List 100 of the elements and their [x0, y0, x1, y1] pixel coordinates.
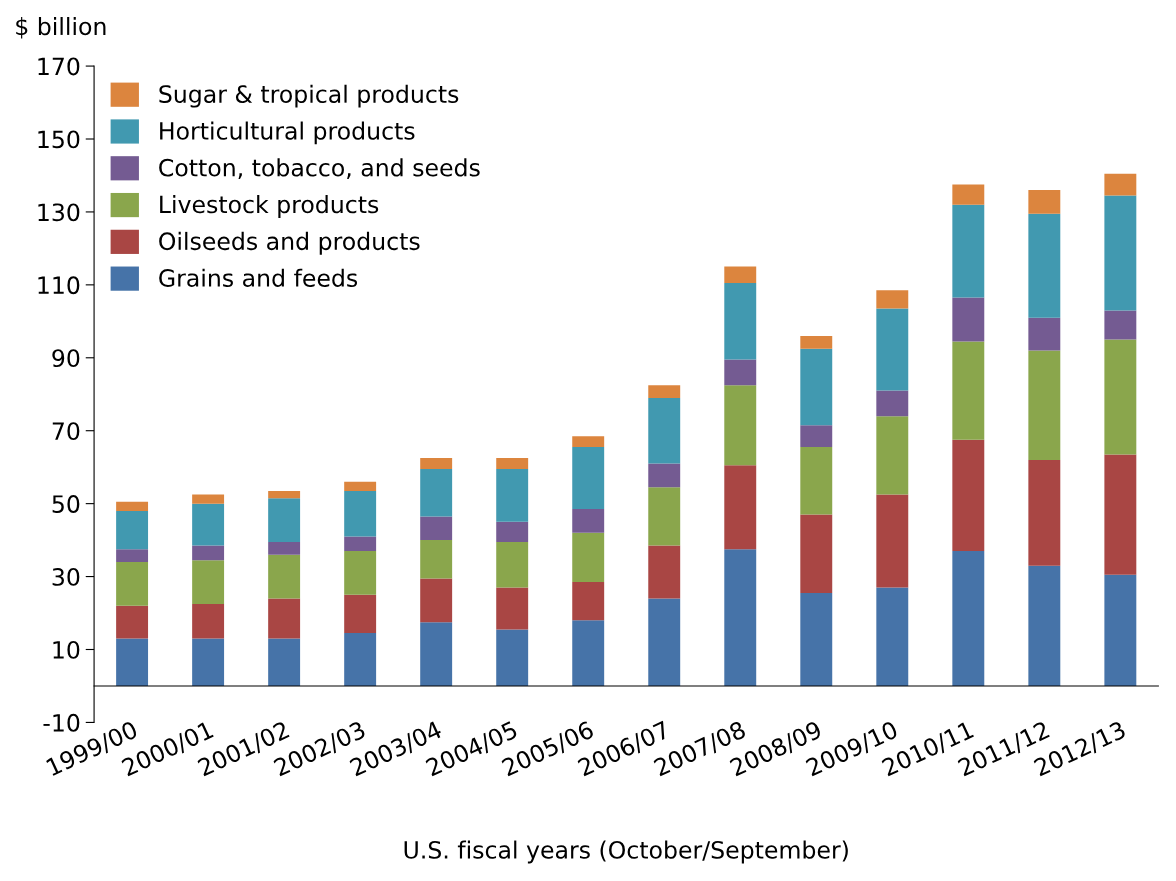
y-tick-label: 170 — [38, 57, 80, 76]
bar — [420, 516, 453, 541]
bar — [648, 385, 681, 398]
bar — [1104, 574, 1137, 686]
bar — [116, 501, 149, 511]
bar — [952, 341, 985, 440]
y-axis-title: $ billion — [16, 16, 106, 39]
bar — [724, 266, 757, 284]
bar — [1104, 454, 1137, 575]
bar — [648, 598, 681, 686]
bar — [800, 592, 833, 686]
bar — [116, 561, 149, 606]
y-tick-label: 30 — [52, 568, 80, 586]
bar — [496, 587, 529, 630]
bar — [192, 638, 225, 686]
bar — [268, 638, 301, 686]
bar — [1104, 339, 1137, 455]
y-tick-label: 150 — [38, 130, 80, 149]
bar — [952, 184, 985, 205]
bar — [420, 458, 453, 469]
bar — [572, 436, 605, 448]
bar — [344, 481, 377, 491]
y-tick-label: 110 — [38, 276, 80, 295]
bar — [344, 536, 377, 552]
legend-label: Livestock products — [160, 195, 379, 218]
bar — [648, 463, 681, 488]
bar — [268, 554, 301, 599]
bar — [1104, 195, 1137, 311]
bar — [952, 551, 985, 686]
bar — [572, 447, 605, 510]
bar — [572, 509, 605, 533]
bar — [192, 603, 225, 639]
y-tick-label: 10 — [53, 640, 80, 659]
legend-label: Cotton, tobacco, and seeds — [159, 158, 480, 179]
bar — [724, 359, 757, 386]
bar — [496, 521, 529, 542]
bar — [952, 297, 985, 342]
y-tick-label: 50 — [52, 495, 80, 513]
bar — [572, 582, 605, 621]
bar — [344, 490, 377, 537]
bar — [876, 416, 909, 495]
bar — [648, 487, 681, 546]
bar — [1028, 213, 1061, 318]
bar — [1028, 317, 1061, 351]
bar — [648, 545, 681, 599]
bar — [268, 541, 301, 555]
bar — [952, 439, 985, 552]
bar — [420, 622, 453, 686]
bar — [116, 638, 149, 686]
legend-label: Sugar & tropical products — [159, 84, 459, 108]
bar — [876, 390, 909, 417]
bar — [952, 204, 985, 298]
bar — [724, 465, 757, 550]
legend-label: Grains and feeds — [159, 268, 358, 287]
bar — [420, 469, 453, 517]
bar — [116, 605, 149, 639]
bar — [800, 514, 833, 593]
bar — [496, 541, 529, 588]
bar — [800, 425, 833, 448]
x-axis-title: U.S. fiscal years (October/September) — [404, 840, 848, 864]
bar — [192, 503, 225, 546]
bar — [344, 633, 377, 686]
bar — [800, 348, 833, 426]
bar — [192, 560, 225, 604]
bar — [268, 598, 301, 639]
bar — [724, 549, 757, 686]
bar — [1028, 350, 1061, 460]
bar — [496, 458, 529, 469]
bar — [496, 469, 529, 522]
y-tick-label: 70 — [52, 422, 80, 441]
bar — [572, 620, 605, 686]
y-tick-label: 130 — [38, 203, 80, 222]
bar — [648, 397, 681, 464]
legend-label: Horticultural products — [160, 121, 415, 145]
bar — [800, 335, 833, 349]
y-tick-label: 90 — [52, 349, 80, 368]
bar — [876, 587, 909, 686]
bar — [1104, 310, 1137, 340]
legend-label: Oilseeds and products — [159, 231, 420, 255]
bar — [344, 594, 377, 634]
bar — [800, 447, 833, 515]
bar — [1028, 190, 1061, 214]
bar — [116, 510, 149, 550]
bar — [268, 498, 301, 542]
bar — [268, 490, 301, 499]
bar — [876, 308, 909, 391]
bar — [1028, 459, 1061, 566]
bar — [876, 290, 909, 309]
bar — [192, 545, 225, 561]
bar — [420, 540, 453, 579]
bar — [1104, 173, 1137, 196]
bar — [1028, 565, 1061, 686]
bar — [496, 629, 529, 686]
bar — [344, 551, 377, 595]
bar — [116, 549, 149, 562]
bar — [724, 283, 757, 360]
bar — [572, 532, 605, 583]
bar — [420, 578, 453, 623]
bar — [876, 494, 909, 588]
bar — [724, 385, 757, 466]
